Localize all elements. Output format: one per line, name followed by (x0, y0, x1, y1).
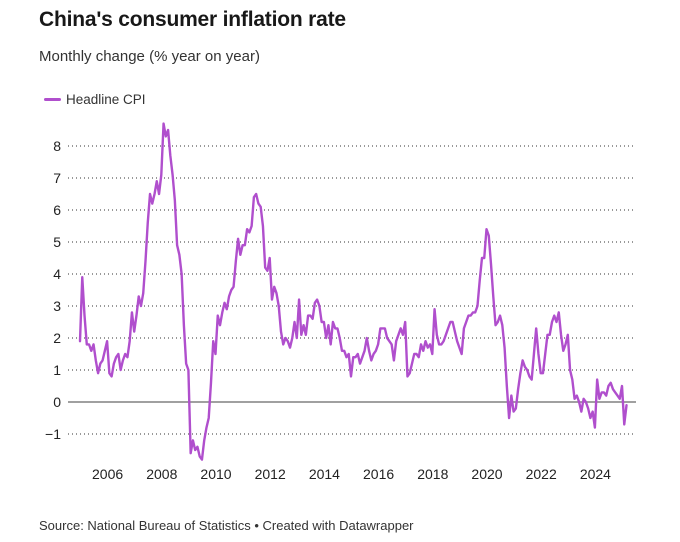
x-tick-label: 2016 (363, 466, 394, 482)
y-tick-label: 0 (53, 394, 61, 410)
legend-swatch-headline-cpi (44, 98, 61, 101)
x-tick-label: 2008 (146, 466, 177, 482)
x-tick-label: 2020 (471, 466, 502, 482)
series-line-headline-cpi (78, 122, 628, 461)
y-tick-label: 2 (53, 330, 61, 346)
x-tick-label: 2014 (309, 466, 340, 482)
x-axis-ticks: 2006 2008 2010 2012 2014 2016 2018 2020 2022 2024 (92, 466, 611, 482)
y-tick-label: 3 (53, 298, 61, 314)
y-tick-label: 4 (53, 266, 61, 282)
y-tick-label: 1 (53, 362, 61, 378)
x-tick-label: 2022 (526, 466, 557, 482)
x-tick-label: 2010 (200, 466, 231, 482)
y-tick-label: 7 (53, 170, 61, 186)
chart-title: China's consumer inflation rate (39, 8, 346, 31)
x-tick-label: 2024 (580, 466, 611, 482)
y-tick-label: −1 (45, 426, 61, 442)
y-tick-label: 6 (53, 202, 61, 218)
y-tick-label: 8 (53, 138, 61, 154)
gridlines (68, 145, 636, 435)
legend-label-headline-cpi: Headline CPI (66, 92, 146, 107)
series-layer (78, 122, 628, 461)
legend: Headline CPI (44, 92, 146, 107)
y-axis-ticks: −1 0 1 2 3 4 5 6 7 8 (45, 138, 61, 442)
x-tick-label: 2006 (92, 466, 123, 482)
chart-subtitle: Monthly change (% year on year) (39, 48, 260, 65)
y-tick-label: 5 (53, 234, 61, 250)
source-footer: Source: National Bureau of Statistics • … (39, 518, 414, 533)
x-tick-label: 2012 (255, 466, 286, 482)
x-tick-label: 2018 (417, 466, 448, 482)
